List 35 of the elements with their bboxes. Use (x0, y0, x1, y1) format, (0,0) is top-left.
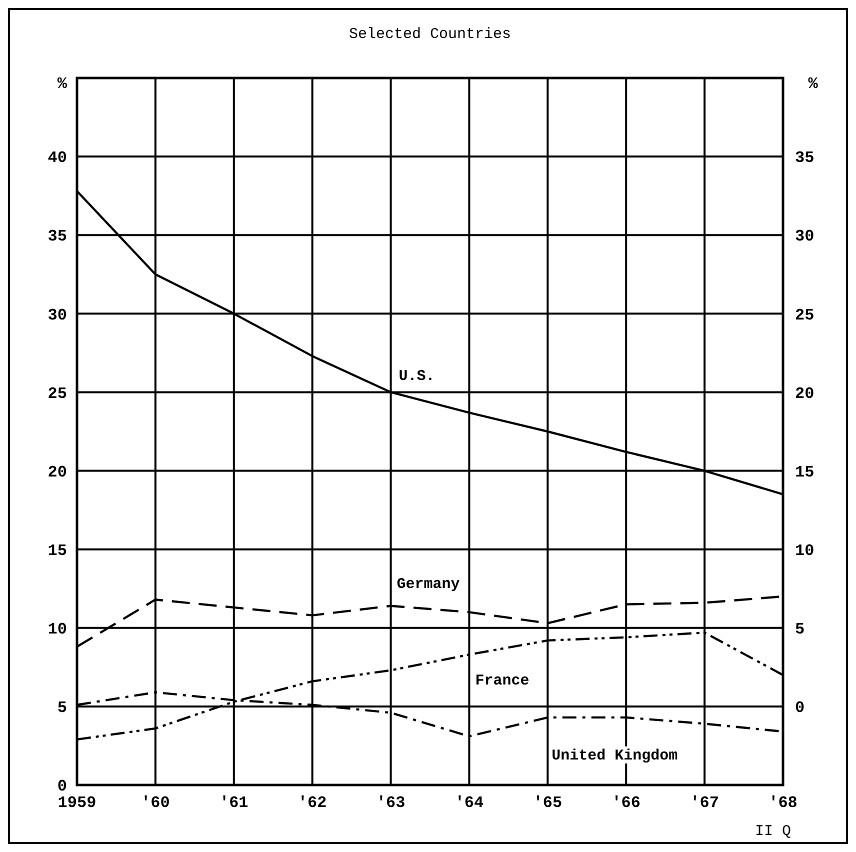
y-tick-label: 10 (48, 620, 67, 638)
x-tick-label: '63 (376, 794, 406, 812)
x-tick-label: 1959 (58, 794, 96, 812)
text: II Q (754, 823, 791, 840)
y-tick-label: 35 (48, 228, 67, 246)
y-tick-label: 25 (48, 384, 67, 403)
y2-tick-label: 0 (795, 699, 805, 718)
y2-tick-label: 20 (795, 384, 814, 403)
y2-tick-label: 5 (795, 620, 805, 638)
x-tick-label: '67 (690, 794, 719, 812)
y2-tick-label: 10 (795, 542, 814, 560)
x-tick-label: '61 (219, 794, 248, 812)
y-tick-label: 5 (57, 699, 67, 718)
y-tick-label: 40 (48, 149, 67, 168)
x-tick-label: '60 (141, 794, 170, 812)
chart-title: Selected Countries (348, 26, 512, 43)
y-axis-title: % (57, 75, 68, 93)
x-tick-label: '68 (768, 794, 798, 812)
x-tick-label: '64 (454, 794, 484, 812)
y2-tick-label: 15 (795, 463, 814, 482)
y-tick-label: 30 (48, 306, 67, 324)
y-tick-label: 0 (57, 778, 67, 796)
y-tick-label: 20 (48, 463, 67, 482)
series-label: Germany (396, 576, 460, 593)
y2-tick-label: 30 (795, 228, 814, 246)
x-tick-label: '62 (298, 794, 327, 812)
series-label: France (475, 672, 530, 690)
series-label: United Kingdom (552, 747, 678, 764)
x-tick-label: '65 (533, 794, 562, 812)
x-tick-label: '66 (612, 794, 641, 812)
y-tick-label: 15 (48, 542, 67, 560)
series-label: U.S. (398, 368, 435, 386)
y2-tick-label: 35 (795, 149, 814, 168)
y2-tick-label: 25 (795, 306, 814, 324)
y2-axis-title: % (808, 75, 818, 93)
